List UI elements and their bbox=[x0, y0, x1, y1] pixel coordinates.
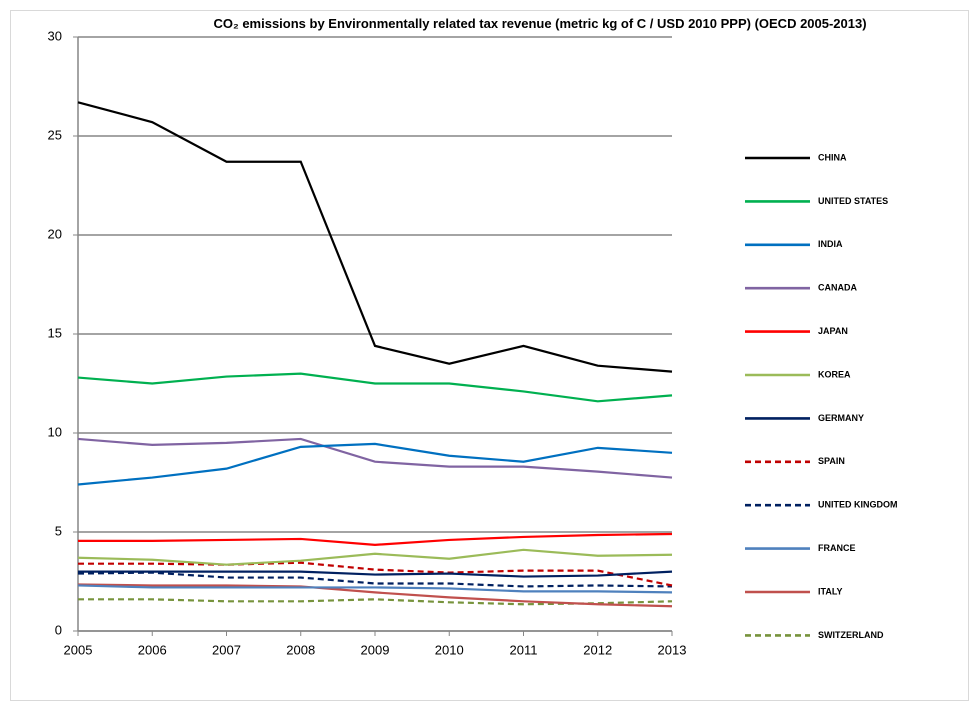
legend-label: JAPAN bbox=[818, 326, 848, 336]
y-tick-label: 0 bbox=[55, 622, 62, 637]
chart-border bbox=[10, 10, 969, 701]
legend-label: GERMANY bbox=[818, 413, 864, 423]
legend-label: ITALY bbox=[818, 586, 843, 596]
series-line bbox=[77, 437, 673, 479]
legend-label: UNITED KINGDOM bbox=[818, 500, 898, 510]
series-line bbox=[77, 548, 673, 566]
legend-label: UNITED STATES bbox=[818, 196, 888, 206]
x-tick-label: 2009 bbox=[361, 642, 390, 657]
legend-label: SPAIN bbox=[818, 456, 845, 466]
legend-label: SWITZERLAND bbox=[818, 630, 884, 640]
series-line bbox=[78, 570, 673, 578]
x-tick-label: 2011 bbox=[510, 642, 538, 657]
legend-label: CHINA bbox=[818, 152, 847, 162]
y-tick-label: 20 bbox=[48, 226, 62, 241]
x-tick-label: 2013 bbox=[658, 642, 687, 657]
x-tick-label: 2005 bbox=[64, 642, 93, 657]
x-tick-label: 2010 bbox=[435, 642, 464, 657]
y-tick-label: 15 bbox=[48, 325, 62, 340]
series-line bbox=[77, 571, 673, 588]
legend-label: FRANCE bbox=[818, 543, 856, 553]
y-tick-label: 10 bbox=[48, 424, 62, 439]
legend-label: CANADA bbox=[818, 283, 857, 293]
legend-label: KOREA bbox=[818, 369, 851, 379]
x-tick-label: 2006 bbox=[138, 642, 167, 657]
y-tick-label: 25 bbox=[48, 127, 62, 142]
x-tick-label: 2008 bbox=[286, 642, 315, 657]
series-line bbox=[78, 532, 673, 546]
y-tick-label: 30 bbox=[48, 28, 62, 43]
y-tick-label: 5 bbox=[55, 523, 62, 538]
x-tick-label: 2007 bbox=[212, 642, 241, 657]
series-line bbox=[77, 372, 673, 403]
series-line bbox=[77, 442, 673, 486]
legend-label: INDIA bbox=[818, 239, 843, 249]
series-line bbox=[77, 583, 673, 608]
series-line bbox=[77, 584, 673, 594]
chart-title: CO₂ emissions by Environmentally related… bbox=[213, 16, 867, 31]
x-tick-label: 2012 bbox=[583, 642, 612, 657]
series-line bbox=[78, 561, 673, 587]
series-line bbox=[77, 101, 673, 373]
